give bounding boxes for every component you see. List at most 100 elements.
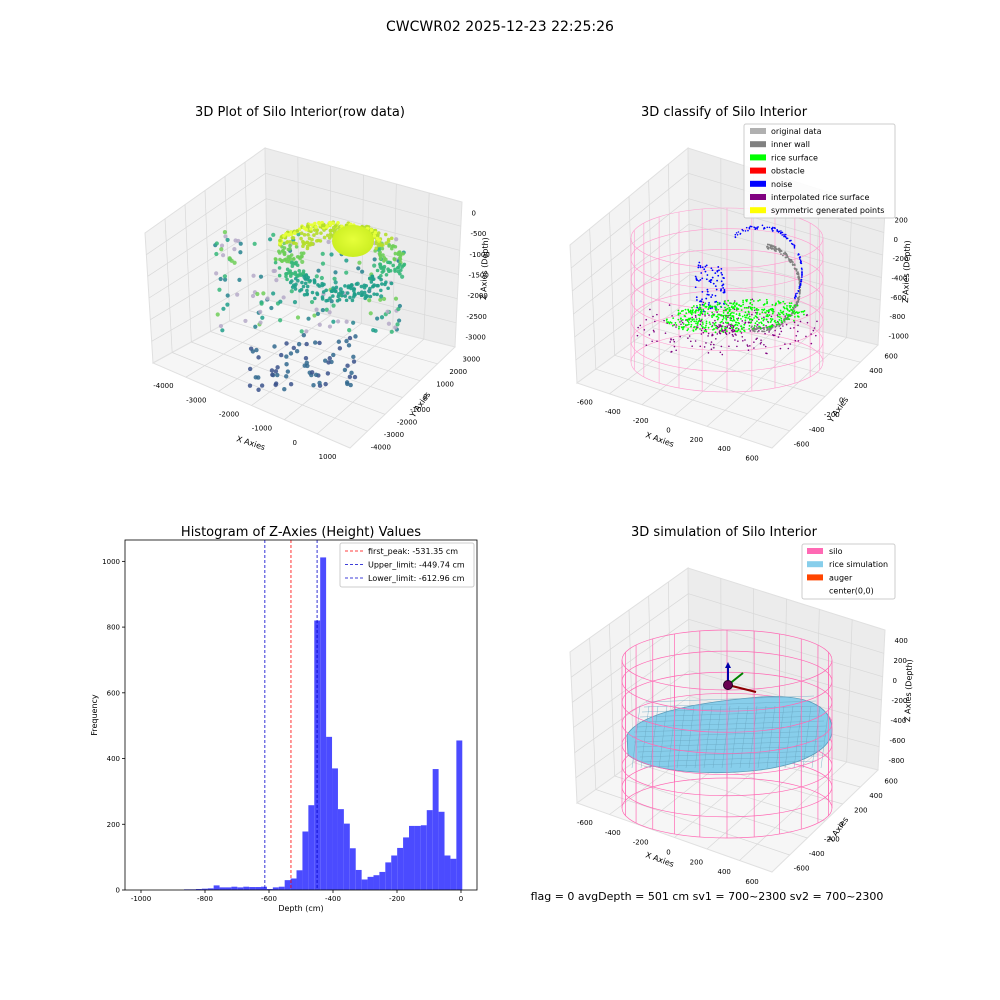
rice-surface-point — [687, 323, 690, 326]
interpolated-point — [710, 343, 712, 346]
interpolated-point — [724, 325, 726, 328]
rice-surface-point — [732, 318, 735, 321]
noise-point — [703, 268, 706, 271]
interpolated-point — [805, 314, 808, 317]
rice-surface-point — [723, 300, 726, 303]
rice-surface-point — [740, 309, 743, 312]
y-tick-label: 2000 — [449, 368, 467, 376]
rice-surface-point — [788, 318, 791, 321]
interpolated-point — [793, 327, 795, 329]
data-point — [329, 299, 334, 304]
noise-point — [711, 294, 714, 296]
rice-surface-point — [777, 315, 779, 318]
data-point — [369, 228, 374, 232]
rice-surface-point — [797, 315, 800, 318]
data-point — [314, 225, 318, 229]
interpolated-point — [704, 328, 707, 331]
data-point — [270, 372, 275, 377]
noise-point — [721, 284, 724, 287]
rice-surface-point — [736, 324, 739, 327]
interpolated-point — [760, 341, 762, 344]
histogram-bar — [249, 887, 256, 890]
rice-surface-point — [680, 310, 683, 313]
data-point — [387, 244, 391, 248]
rice-surface-point — [734, 323, 737, 326]
histogram-bar — [420, 825, 427, 890]
histogram-bar — [243, 886, 250, 890]
data-point — [214, 251, 219, 257]
z-tick-label: -1000 — [470, 251, 490, 259]
noise-point — [771, 226, 774, 229]
histogram-bar — [391, 855, 398, 890]
rice-surface-point — [711, 314, 713, 317]
inner-wall-point — [765, 246, 768, 248]
interpolated-point — [763, 343, 765, 346]
noise-point — [748, 227, 751, 230]
interpolated-point — [645, 344, 648, 346]
simulation-3d-zlabel: Z Axies (Depth) — [903, 659, 914, 722]
rice-surface-point — [665, 319, 668, 321]
inner-wall-point — [786, 256, 789, 259]
data-point — [346, 343, 352, 348]
data-point — [256, 387, 261, 392]
raw-3d-title: 3D Plot of Silo Interior(row data) — [195, 105, 405, 120]
rice-surface-point — [766, 302, 768, 305]
noise-point — [706, 293, 709, 296]
data-point — [292, 257, 296, 261]
y-tick-label: 800 — [107, 624, 120, 632]
histogram-bar — [361, 879, 368, 890]
inner-wall-point — [798, 289, 801, 292]
data-point — [237, 277, 242, 282]
data-point — [394, 237, 399, 242]
data-point — [349, 370, 354, 376]
noise-point — [711, 276, 714, 279]
noise-point — [783, 234, 785, 237]
data-point — [389, 236, 394, 241]
noise-point — [785, 236, 787, 239]
data-point — [278, 318, 283, 323]
interpolated-point — [719, 351, 722, 354]
data-point — [375, 292, 379, 297]
data-point — [398, 262, 402, 267]
data-point — [277, 273, 282, 278]
inner-wall-point — [768, 329, 771, 332]
noise-point — [754, 226, 756, 229]
data-point — [386, 286, 390, 291]
histogram-title: Histogram of Z-Axies (Height) Values — [181, 525, 421, 540]
data-point — [336, 294, 341, 299]
rice-surface-point — [739, 314, 741, 317]
data-point — [397, 303, 402, 309]
y-tick-label: -4000 — [371, 444, 391, 452]
inner-wall-point — [789, 261, 792, 264]
data-point — [305, 288, 309, 293]
rice-surface-point — [740, 327, 743, 330]
rice-surface-point — [686, 318, 689, 321]
rice-surface-point — [756, 311, 759, 314]
data-point — [359, 284, 364, 289]
data-point — [304, 329, 309, 334]
classify-3d-tick-labels: -600-400-2000200400600-600-400-200020040… — [577, 217, 909, 463]
interpolated-point — [663, 319, 665, 322]
interpolated-point — [670, 351, 672, 353]
noise-point — [801, 271, 803, 273]
data-point — [225, 293, 230, 298]
z-tick-label: -1500 — [469, 272, 489, 280]
legend-swatch — [750, 141, 766, 148]
noise-point — [793, 245, 796, 248]
rice-surface-point — [680, 318, 682, 320]
y-tick-label: -200 — [824, 411, 840, 419]
rice-surface-point — [705, 322, 708, 325]
data-point — [372, 292, 376, 296]
noise-point — [698, 261, 701, 264]
y-tick-label: 400 — [107, 755, 120, 763]
data-point — [321, 223, 325, 228]
data-point — [386, 237, 391, 242]
data-point — [269, 305, 274, 311]
rice-surface-point — [711, 305, 714, 308]
rice-surface-point — [724, 321, 727, 324]
noise-point — [700, 300, 703, 303]
rice-surface-point — [667, 321, 670, 324]
rice-surface-point — [751, 318, 754, 321]
noise-point — [723, 291, 726, 294]
classify-3d-title: 3D classify of Silo Interior — [641, 105, 808, 120]
